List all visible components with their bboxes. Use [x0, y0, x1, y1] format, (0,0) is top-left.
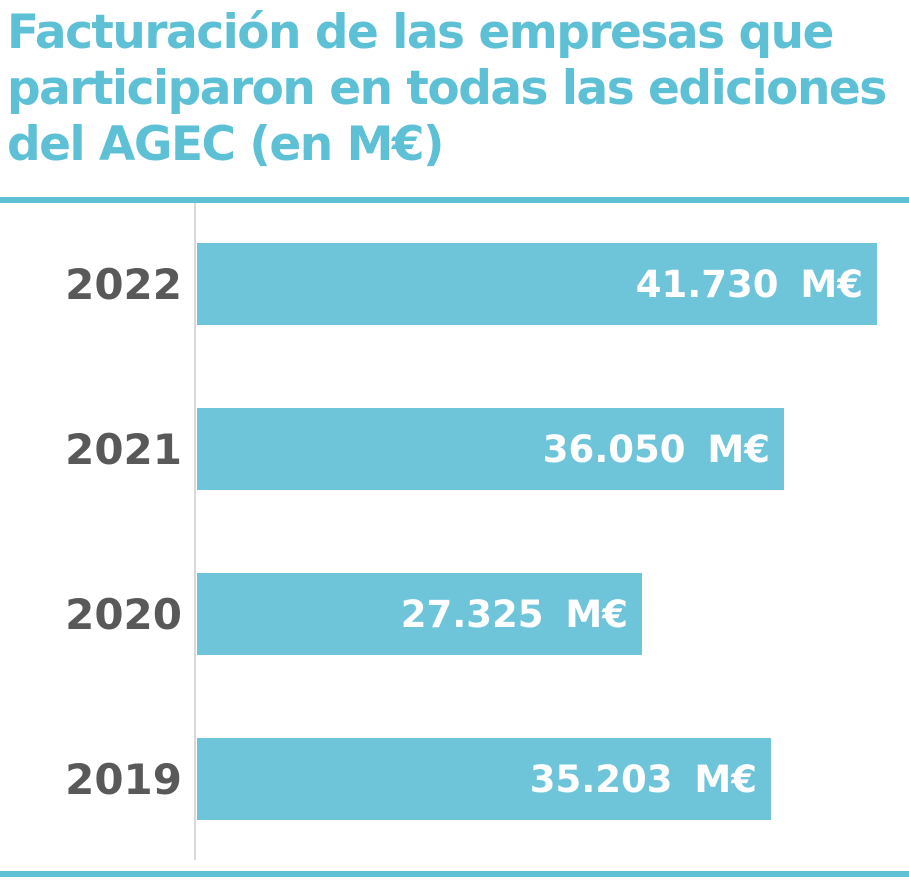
y-axis-line [194, 203, 196, 860]
chart-title: Facturación de las empresas que particip… [7, 5, 887, 173]
bottom-divider-rule [0, 871, 909, 877]
category-label-2019: 2019 [65, 754, 182, 804]
bar-row-2020: 2020 27.325 M€ [0, 573, 909, 655]
bar-value-label-2021: 36.050 M€ [542, 427, 770, 471]
chart-title-line-3: del AGEC (en M€) [7, 117, 445, 172]
bar-2019: 35.203 M€ [197, 738, 771, 820]
bar-value-label-2019: 35.203 M€ [529, 757, 757, 801]
bar-row-2019: 2019 35.203 M€ [0, 738, 909, 820]
bar-2020: 27.325 M€ [197, 573, 642, 655]
bar-2022: 41.730 M€ [197, 243, 877, 325]
category-label-2021: 2021 [65, 424, 182, 474]
bar-2021: 36.050 M€ [197, 408, 784, 490]
category-label-2020: 2020 [65, 589, 182, 639]
bar-row-2021: 2021 36.050 M€ [0, 408, 909, 490]
chart-title-line-1: Facturación de las empresas que [7, 5, 834, 60]
top-divider-rule [0, 197, 909, 203]
chart-title-line-2: participaron en todas las ediciones [7, 61, 887, 116]
category-label-2022: 2022 [65, 259, 182, 309]
bar-row-2022: 2022 41.730 M€ [0, 243, 909, 325]
bar-value-label-2022: 41.730 M€ [635, 262, 863, 306]
bar-value-label-2020: 27.325 M€ [400, 592, 628, 636]
